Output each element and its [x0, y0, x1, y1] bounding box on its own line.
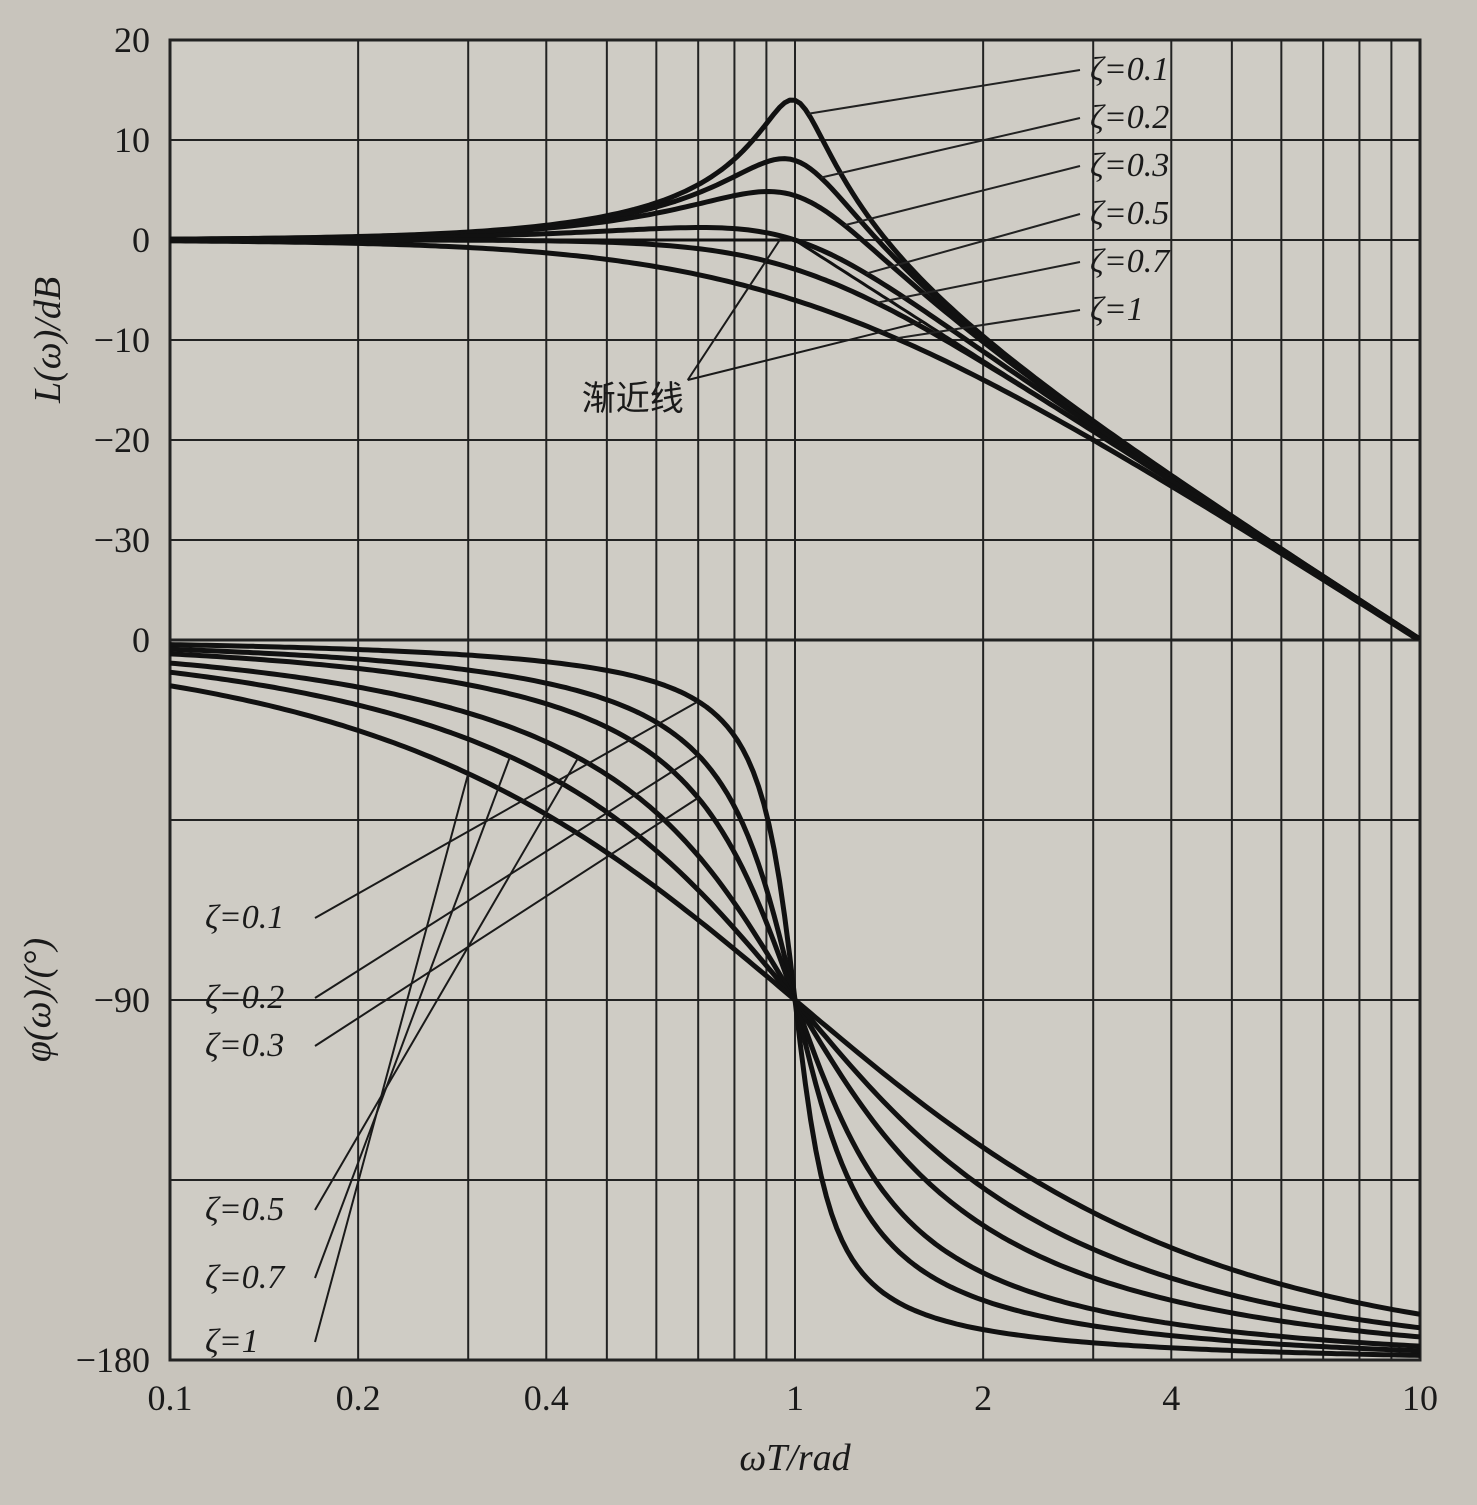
mag-series-label: ζ=0.2: [1090, 99, 1169, 136]
phase-series-label: ζ=0.2: [205, 979, 284, 1016]
x-tick-label: 10: [1402, 1378, 1438, 1418]
phase-series-label: ζ=0.3: [205, 1027, 284, 1064]
mag-series-label: ζ=1: [1090, 291, 1144, 328]
phase-series-label: ζ=0.5: [205, 1191, 284, 1228]
mag-y-tick-label: −30: [94, 520, 150, 560]
x-tick-label: 2: [974, 1378, 992, 1418]
x-tick-label: 4: [1162, 1378, 1180, 1418]
mag-y-tick-label: 20: [114, 20, 150, 60]
x-axis-label: ωT/rad: [739, 1437, 851, 1479]
phase-y-tick-label: 0: [132, 620, 150, 660]
mag-y-tick-label: 10: [114, 120, 150, 160]
mag-series-label: ζ=0.7: [1090, 243, 1171, 280]
phase-series-label: ζ=0.7: [205, 1259, 286, 1296]
mag-y-axis-label: L(ω)/dB: [27, 277, 69, 404]
phase-y-axis-label: φ(ω)/(°): [17, 938, 59, 1062]
x-tick-label: 0.2: [336, 1378, 381, 1418]
x-tick-label: 0.1: [148, 1378, 193, 1418]
mag-y-tick-label: −20: [94, 420, 150, 460]
mag-series-label: ζ=0.3: [1090, 147, 1169, 184]
x-tick-label: 0.4: [524, 1378, 569, 1418]
asymptote-label: 渐近线: [582, 380, 684, 418]
bode-plot-figure: { "figure": { "width": 1477, "height": 1…: [0, 0, 1477, 1505]
mag-series-label: ζ=0.1: [1090, 51, 1169, 88]
mag-y-tick-label: −10: [94, 320, 150, 360]
bode-svg: 0.1 0.2 0.4 1 2 4 10 ωT/rad −30 −20 −10 0 10 20 0 −90 −1…: [0, 0, 1477, 1505]
phase-series-label: ζ=1: [205, 1323, 259, 1360]
phase-series-label: ζ=0.1: [205, 899, 284, 936]
mag-series-label: ζ=0.5: [1090, 195, 1169, 232]
phase-y-tick-label: −180: [76, 1340, 150, 1380]
phase-y-tick-label: −90: [94, 980, 150, 1020]
x-tick-label: 1: [786, 1378, 804, 1418]
mag-y-tick-label: 0: [132, 220, 150, 260]
